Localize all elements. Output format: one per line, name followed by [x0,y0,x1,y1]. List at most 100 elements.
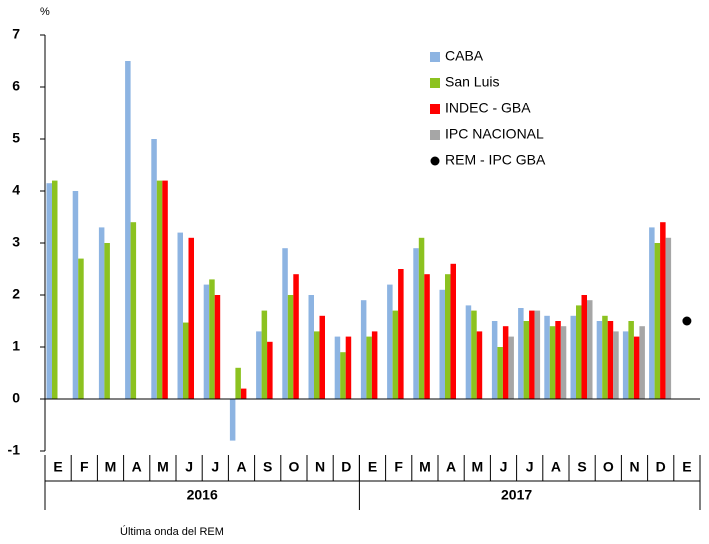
legend-label: San Luis [445,74,499,90]
y-tick-label: 3 [12,234,20,250]
bar [576,305,582,399]
legend-marker [430,130,440,140]
bar [465,305,472,399]
x-tick-label: A [132,459,142,475]
bar [267,341,273,399]
bar [613,331,619,399]
bar [162,180,168,399]
bar [235,367,241,399]
bar [450,263,456,399]
bar [602,315,608,399]
group-label: 2016 [187,487,218,503]
bar [340,352,346,399]
bar [334,336,341,399]
bar [544,315,550,399]
bar [439,289,445,399]
bar [125,61,131,399]
bar [188,237,194,399]
bar [345,336,352,399]
x-tick-label: J [185,459,193,475]
bar [78,258,84,399]
bar [314,331,320,399]
bar [366,336,372,399]
x-tick-label: M [105,459,117,475]
bar [282,248,288,399]
bar [104,243,110,399]
x-tick-label: D [341,459,351,475]
bar [596,321,603,399]
bar [508,336,514,399]
bar [660,222,666,399]
y-tick-label: 1 [12,338,20,354]
bar [570,315,576,399]
bar [445,274,451,399]
y-tick-label: -1 [8,442,21,458]
bar [256,331,262,399]
bar [203,284,210,399]
bar [52,180,58,399]
bar [319,315,325,399]
x-tick-label: M [419,459,431,475]
bar [622,331,629,399]
bar [607,321,614,399]
group-label: 2017 [501,487,532,503]
x-tick-label: F [394,459,403,475]
bar [209,279,215,399]
y-tick-label: 4 [12,182,20,198]
x-tick-label: D [656,459,666,475]
bar [46,183,52,399]
legend-label: CABA [445,48,484,64]
rem-point [682,316,692,326]
bar [360,300,367,399]
bar [502,326,509,399]
x-tick-label: N [315,459,325,475]
bar [387,284,393,399]
x-tick-label: E [368,459,377,475]
legend-marker [430,52,440,62]
bar [392,310,399,399]
legend-label: IPC NACIONAL [445,126,544,142]
bar [581,295,587,399]
bar [293,274,299,399]
bar [560,326,567,399]
x-tick-label: S [263,459,272,475]
bar [649,227,655,399]
bar [183,322,189,399]
bar [639,326,645,399]
y-tick-label: 7 [12,26,20,42]
bar [491,321,498,399]
legend-label: INDEC - GBA [445,100,531,116]
bar [214,295,221,399]
legend-marker [430,78,440,88]
note: Última onda del REM [120,525,224,538]
bar [424,274,430,399]
x-tick-label: N [629,459,639,475]
unit-label: % [40,6,50,18]
x-tick-label: E [53,459,62,475]
x-tick-label: E [682,459,691,475]
bar [98,227,105,399]
bar [549,326,556,399]
bar [308,295,314,399]
bar [633,336,640,399]
bar [497,347,503,399]
bar [177,232,183,399]
x-tick-label: O [603,459,614,475]
bar [665,237,672,399]
bar [628,321,634,399]
bar [418,237,425,399]
bar [654,243,661,399]
y-tick-label: 2 [12,286,20,302]
x-tick-label: J [500,459,508,475]
x-tick-label: M [471,459,483,475]
x-tick-label: A [551,459,561,475]
bar [261,310,268,399]
bar [151,139,157,399]
bar [555,321,561,399]
x-tick-label: S [577,459,586,475]
bar [72,191,79,399]
x-tick-label: M [157,459,169,475]
bar [413,248,419,399]
bar [534,310,541,399]
